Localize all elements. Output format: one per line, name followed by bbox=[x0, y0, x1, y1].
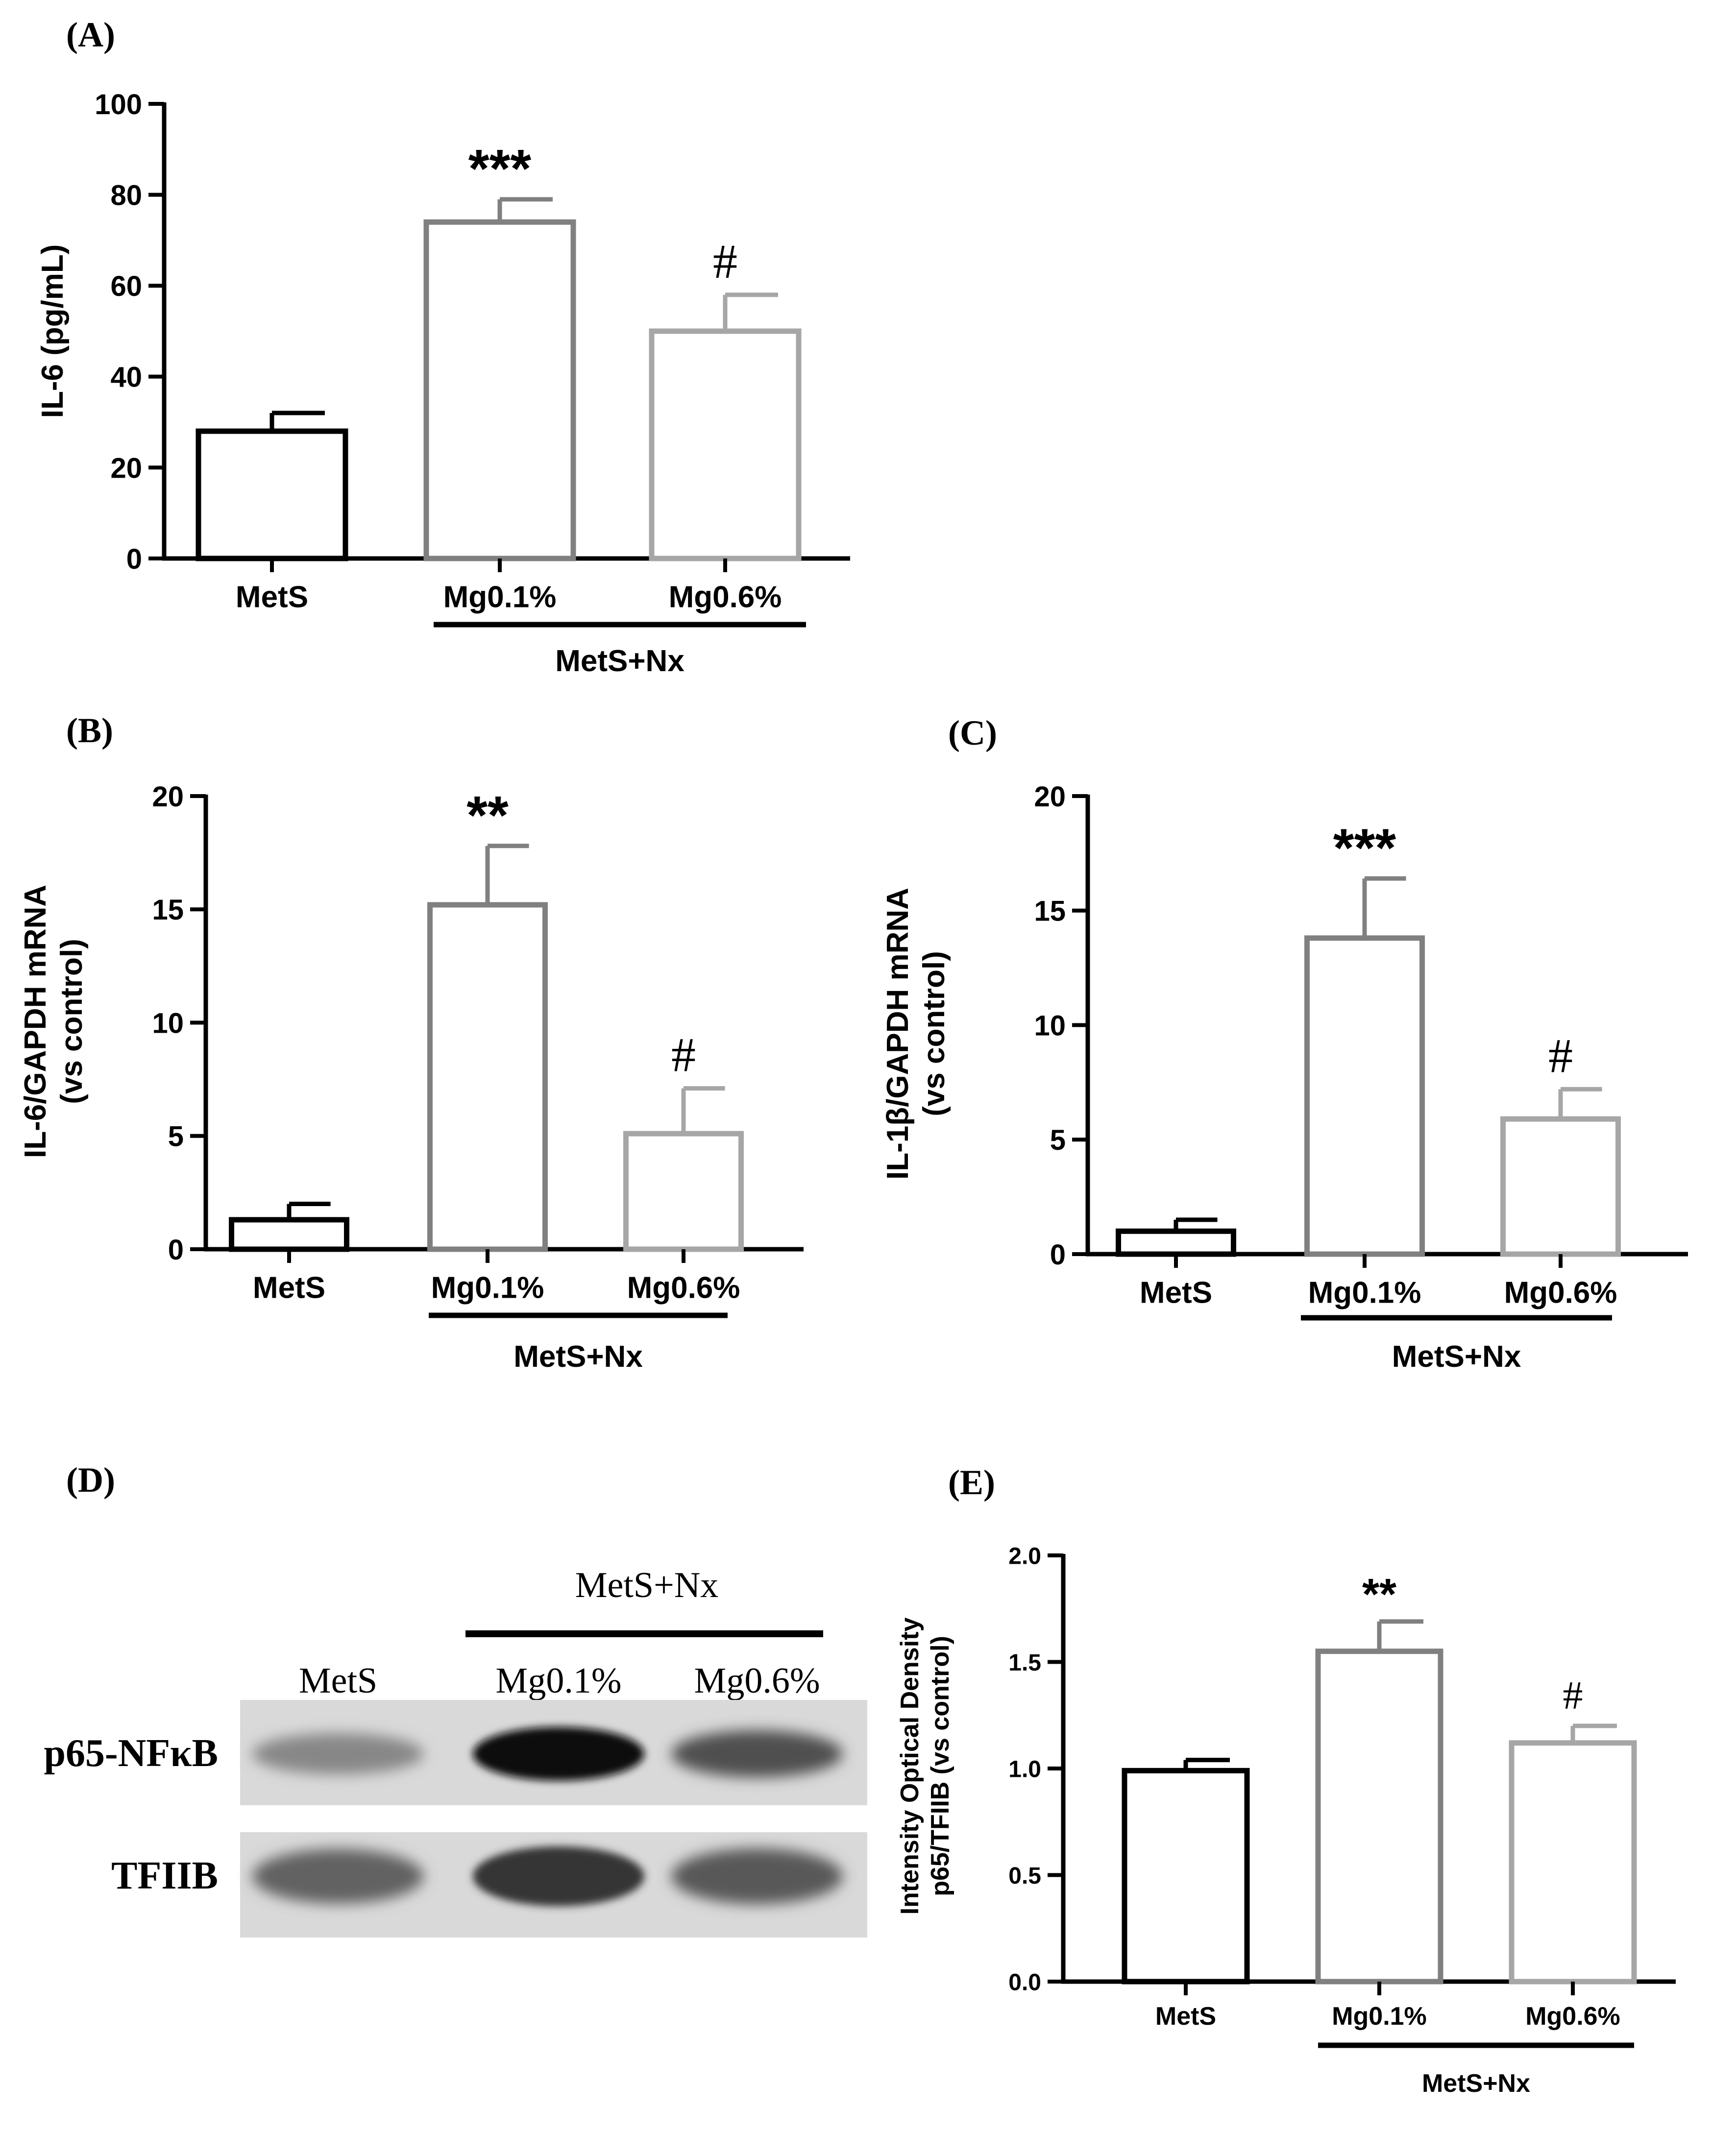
y-tick-label: 0 bbox=[1050, 1239, 1066, 1271]
panel-b-label: (B) bbox=[66, 711, 113, 750]
y-tick-label: 10 bbox=[1034, 1010, 1066, 1042]
bar bbox=[1315, 1648, 1443, 1985]
x-tick-label: Mg0.6% bbox=[1525, 2002, 1620, 2031]
x-tick-label: MetS bbox=[253, 1271, 325, 1305]
y-tick-label: 20 bbox=[110, 452, 142, 484]
significance-marker: # bbox=[671, 1028, 696, 1082]
y-tick-label: 0 bbox=[168, 1234, 184, 1266]
blot-lane-label: Mg0.1% bbox=[496, 1661, 622, 1701]
y-axis-title-line: IL-6/GAPDH mRNA bbox=[19, 885, 52, 1158]
bar bbox=[1509, 1740, 1637, 1985]
x-tick-label: Mg0.6% bbox=[669, 580, 782, 614]
blot-band bbox=[473, 1727, 644, 1781]
y-axis-title-line: Intensity Optical Density bbox=[896, 1618, 924, 1915]
y-axis-title: IL-1β/GAPDH mRNA(vs control) bbox=[881, 888, 951, 1180]
bar bbox=[196, 428, 348, 561]
bar bbox=[1116, 1228, 1236, 1257]
bar bbox=[423, 219, 576, 561]
y-tick-label: 100 bbox=[95, 89, 142, 121]
bar bbox=[427, 902, 548, 1252]
y-tick-label: 0.5 bbox=[1008, 1863, 1041, 1889]
group-label: MetS+Nx bbox=[1422, 2069, 1530, 2098]
y-axis-title-line: p65/TFIIB (vs control) bbox=[926, 1636, 954, 1896]
significance-marker: ** bbox=[1362, 1570, 1396, 1619]
x-tick-label: Mg0.1% bbox=[443, 580, 557, 614]
blot-row-label: p65-NFκB bbox=[44, 1732, 218, 1775]
x-tick-label: Mg0.6% bbox=[627, 1271, 740, 1305]
group-label: MetS+Nx bbox=[555, 644, 685, 678]
y-tick-label: 60 bbox=[110, 270, 142, 302]
bar bbox=[229, 1217, 349, 1252]
panel-a-chart: (A) 0 20 40 60 80 100 MetS Mg0.1% *** Mg0.6% # IL-6… bbox=[36, 15, 850, 678]
blot-band bbox=[671, 1730, 843, 1777]
blot-band bbox=[252, 1849, 424, 1904]
y-tick-label: 10 bbox=[152, 1007, 184, 1039]
y-tick-label: 0.0 bbox=[1008, 1969, 1041, 1995]
x-tick-label: MetS bbox=[1155, 2002, 1216, 2031]
y-axis-title: IL-6 (pg/mL) bbox=[36, 244, 70, 418]
blot-group-label: MetS+Nx bbox=[575, 1565, 719, 1605]
group-label: MetS+Nx bbox=[1392, 1340, 1521, 1374]
x-tick-label: Mg0.1% bbox=[1332, 2002, 1427, 2031]
group-label: MetS+Nx bbox=[513, 1340, 643, 1374]
significance-marker: *** bbox=[468, 139, 532, 199]
blot-lane-label: Mg0.6% bbox=[694, 1661, 820, 1701]
blot-band bbox=[473, 1846, 644, 1906]
x-tick-label: MetS bbox=[1140, 1276, 1212, 1309]
y-tick-label: 5 bbox=[168, 1121, 184, 1153]
significance-marker: ** bbox=[466, 785, 509, 846]
panel-b-chart: (B) 0 5 10 15 20 MetS Mg0.1% ** Mg0.6% # IL-6/GAPD… bbox=[19, 711, 804, 1374]
panel-c-chart: (C) 0 5 10 15 20 MetS Mg0.1% *** Mg0.6% # IL-1β/GA… bbox=[881, 713, 1688, 1374]
blot-row-label: TFIIB bbox=[111, 1854, 218, 1897]
y-tick-label: 15 bbox=[1034, 896, 1066, 927]
panel-c-label: (C) bbox=[948, 713, 997, 752]
blot-band bbox=[252, 1733, 424, 1774]
y-tick-label: 15 bbox=[152, 894, 184, 926]
blot-lane-label: MetS bbox=[299, 1661, 377, 1701]
y-tick-label: 5 bbox=[1050, 1124, 1066, 1156]
x-tick-label: Mg0.6% bbox=[1504, 1276, 1617, 1309]
y-tick-label: 80 bbox=[110, 179, 142, 211]
significance-marker: *** bbox=[1333, 818, 1396, 878]
panel-e-chart: (E) 0.0 0.5 1.0 1.5 2.0 MetS Mg0.1% ** Mg0.6% # In… bbox=[896, 1463, 1676, 2098]
significance-marker: # bbox=[713, 234, 737, 289]
y-tick-label: 0 bbox=[126, 543, 142, 575]
panel-d-blot: (D) MetS+Nx MetS Mg0.1% Mg0.6% p65-NFκB TFIIB bbox=[44, 1460, 867, 1938]
bar bbox=[1500, 1116, 1621, 1257]
y-axis-title: IL-6/GAPDH mRNA(vs control) bbox=[19, 885, 89, 1158]
x-tick-label: Mg0.1% bbox=[431, 1271, 544, 1305]
bar bbox=[1122, 1768, 1250, 1985]
bar bbox=[1304, 935, 1425, 1257]
panel-a-label: (A) bbox=[66, 15, 115, 54]
significance-marker: # bbox=[1548, 1028, 1573, 1083]
blot-band bbox=[671, 1848, 843, 1904]
y-axis-title: Intensity Optical Densityp65/TFIIB (vs c… bbox=[896, 1618, 954, 1915]
panel-d-label: (D) bbox=[66, 1460, 115, 1500]
panel-e-label: (E) bbox=[948, 1463, 995, 1502]
y-tick-label: 20 bbox=[152, 781, 184, 813]
y-axis-title-line: IL-6 (pg/mL) bbox=[36, 244, 70, 418]
y-axis-title-line: IL-1β/GAPDH mRNA bbox=[881, 888, 915, 1180]
y-axis-title-line: (vs control) bbox=[55, 939, 89, 1104]
y-tick-label: 20 bbox=[1034, 781, 1066, 813]
y-tick-label: 40 bbox=[110, 362, 142, 393]
x-tick-label: MetS bbox=[236, 580, 308, 614]
bar bbox=[623, 1131, 744, 1252]
bar bbox=[649, 328, 802, 561]
y-tick-label: 1.0 bbox=[1008, 1756, 1041, 1782]
x-tick-label: Mg0.1% bbox=[1308, 1276, 1421, 1309]
y-tick-label: 1.5 bbox=[1008, 1650, 1041, 1676]
y-tick-label: 2.0 bbox=[1008, 1543, 1041, 1569]
y-axis-title-line: (vs control) bbox=[917, 951, 951, 1116]
significance-marker: # bbox=[1563, 1673, 1583, 1718]
